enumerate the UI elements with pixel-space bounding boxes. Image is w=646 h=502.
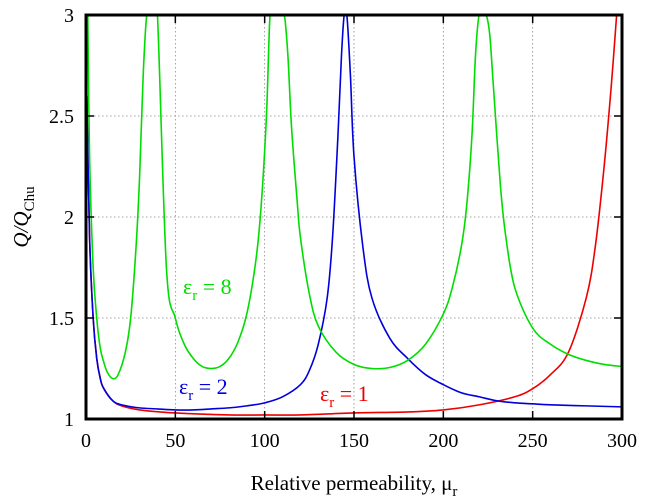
annotation-er1-sub: r	[329, 395, 334, 411]
annotation-er8-rest: = 8	[197, 274, 231, 299]
y-tick-label: 2.5	[49, 106, 74, 128]
series-er1-line	[86, 15, 618, 416]
x-tick-label: 300	[607, 430, 637, 452]
annotation-er8: εr = 8	[183, 274, 232, 304]
series-er2-line	[86, 15, 622, 411]
annotation-er2-rest: = 2	[193, 374, 227, 399]
x-tick-label: 100	[250, 430, 280, 452]
annotation-er1-base: ε	[320, 381, 329, 406]
y-axis-label: Q/QChu	[9, 186, 38, 248]
annotation-er1: εr = 1	[320, 381, 369, 411]
x-axis-label: Relative permeability, μr	[251, 471, 458, 500]
y-axis-label-sub: Chu	[22, 186, 38, 212]
x-axis-label-sub: r	[452, 484, 457, 500]
annotation-er8-sub: r	[192, 288, 197, 304]
annotation-er8-base: ε	[183, 274, 192, 299]
x-axis-label-main: Relative permeability, μ	[251, 471, 453, 495]
grid-lines	[86, 15, 622, 419]
x-tick-label: 50	[165, 430, 185, 452]
series-er8-line	[86, 15, 622, 380]
annotation-er2: εr = 2	[179, 374, 228, 404]
y-tick-label: 3	[64, 5, 74, 27]
series-layer	[86, 15, 622, 416]
x-tick-label: 200	[428, 430, 458, 452]
annotation-er1-rest: = 1	[334, 381, 368, 406]
x-tick-label: 0	[81, 430, 91, 452]
y-tick-label: 1.5	[49, 308, 74, 330]
y-tick-label: 2	[64, 207, 74, 229]
axis-ticks	[85, 14, 623, 420]
y-axis-label-main: Q/Q	[9, 211, 33, 247]
x-tick-label: 250	[518, 430, 548, 452]
annotation-er2-sub: r	[188, 388, 193, 404]
annotation-er2-base: ε	[179, 374, 188, 399]
x-tick-label: 150	[339, 430, 369, 452]
y-tick-label: 1	[64, 409, 74, 431]
